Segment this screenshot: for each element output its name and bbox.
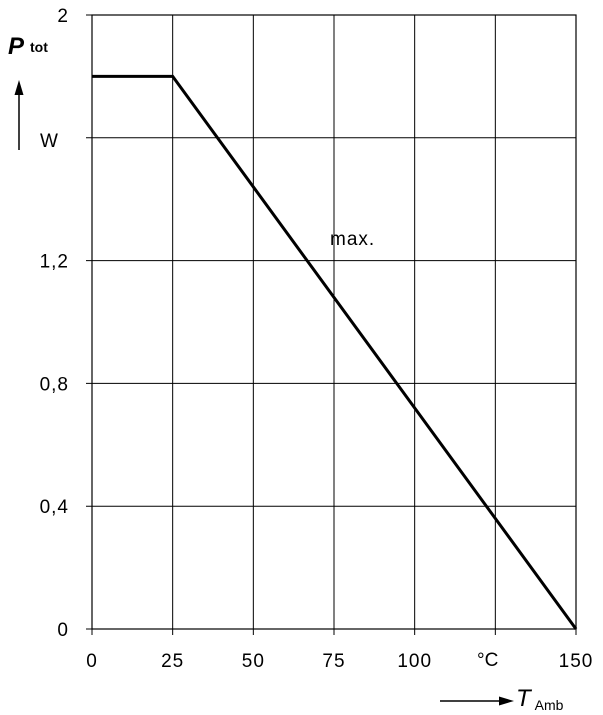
- grid-lines: [86, 14, 577, 635]
- plot-frame: [91, 14, 577, 630]
- y-tick-labels: 0 0,4 0,8 1,2 2: [40, 6, 69, 641]
- x-tick-labels: 0 25 50 75 100 150: [86, 651, 594, 672]
- y-axis-arrow: [14, 80, 24, 150]
- x-tick-label-3: 75: [322, 651, 345, 672]
- x-axis-subscript: Amb: [535, 697, 564, 713]
- series-line-max: [92, 74, 578, 630]
- x-tick-label-6: 150: [559, 651, 594, 672]
- y-tick-label-5: 2: [57, 6, 69, 27]
- y-tick-label-2: 0,8: [40, 374, 69, 395]
- x-tick-label-2: 50: [242, 651, 265, 672]
- x-axis-unit: °C: [477, 650, 498, 671]
- series-label-max: max.: [330, 229, 375, 250]
- x-tick-label-1: 25: [161, 651, 184, 672]
- x-axis-label: T Amb: [516, 685, 564, 713]
- x-tick-label-0: 0: [86, 651, 98, 672]
- y-tick-label-3: 1,2: [40, 252, 69, 273]
- y-axis-subscript: tot: [30, 39, 48, 55]
- y-tick-label-1: 0,4: [40, 497, 69, 518]
- y-tick-label-0: 0: [57, 620, 69, 641]
- x-tick-label-4: 100: [397, 651, 432, 672]
- y-axis-symbol: P: [8, 33, 25, 60]
- x-axis-arrow: [440, 696, 514, 706]
- x-axis-symbol: T: [516, 685, 533, 712]
- y-axis-unit: W: [40, 131, 58, 152]
